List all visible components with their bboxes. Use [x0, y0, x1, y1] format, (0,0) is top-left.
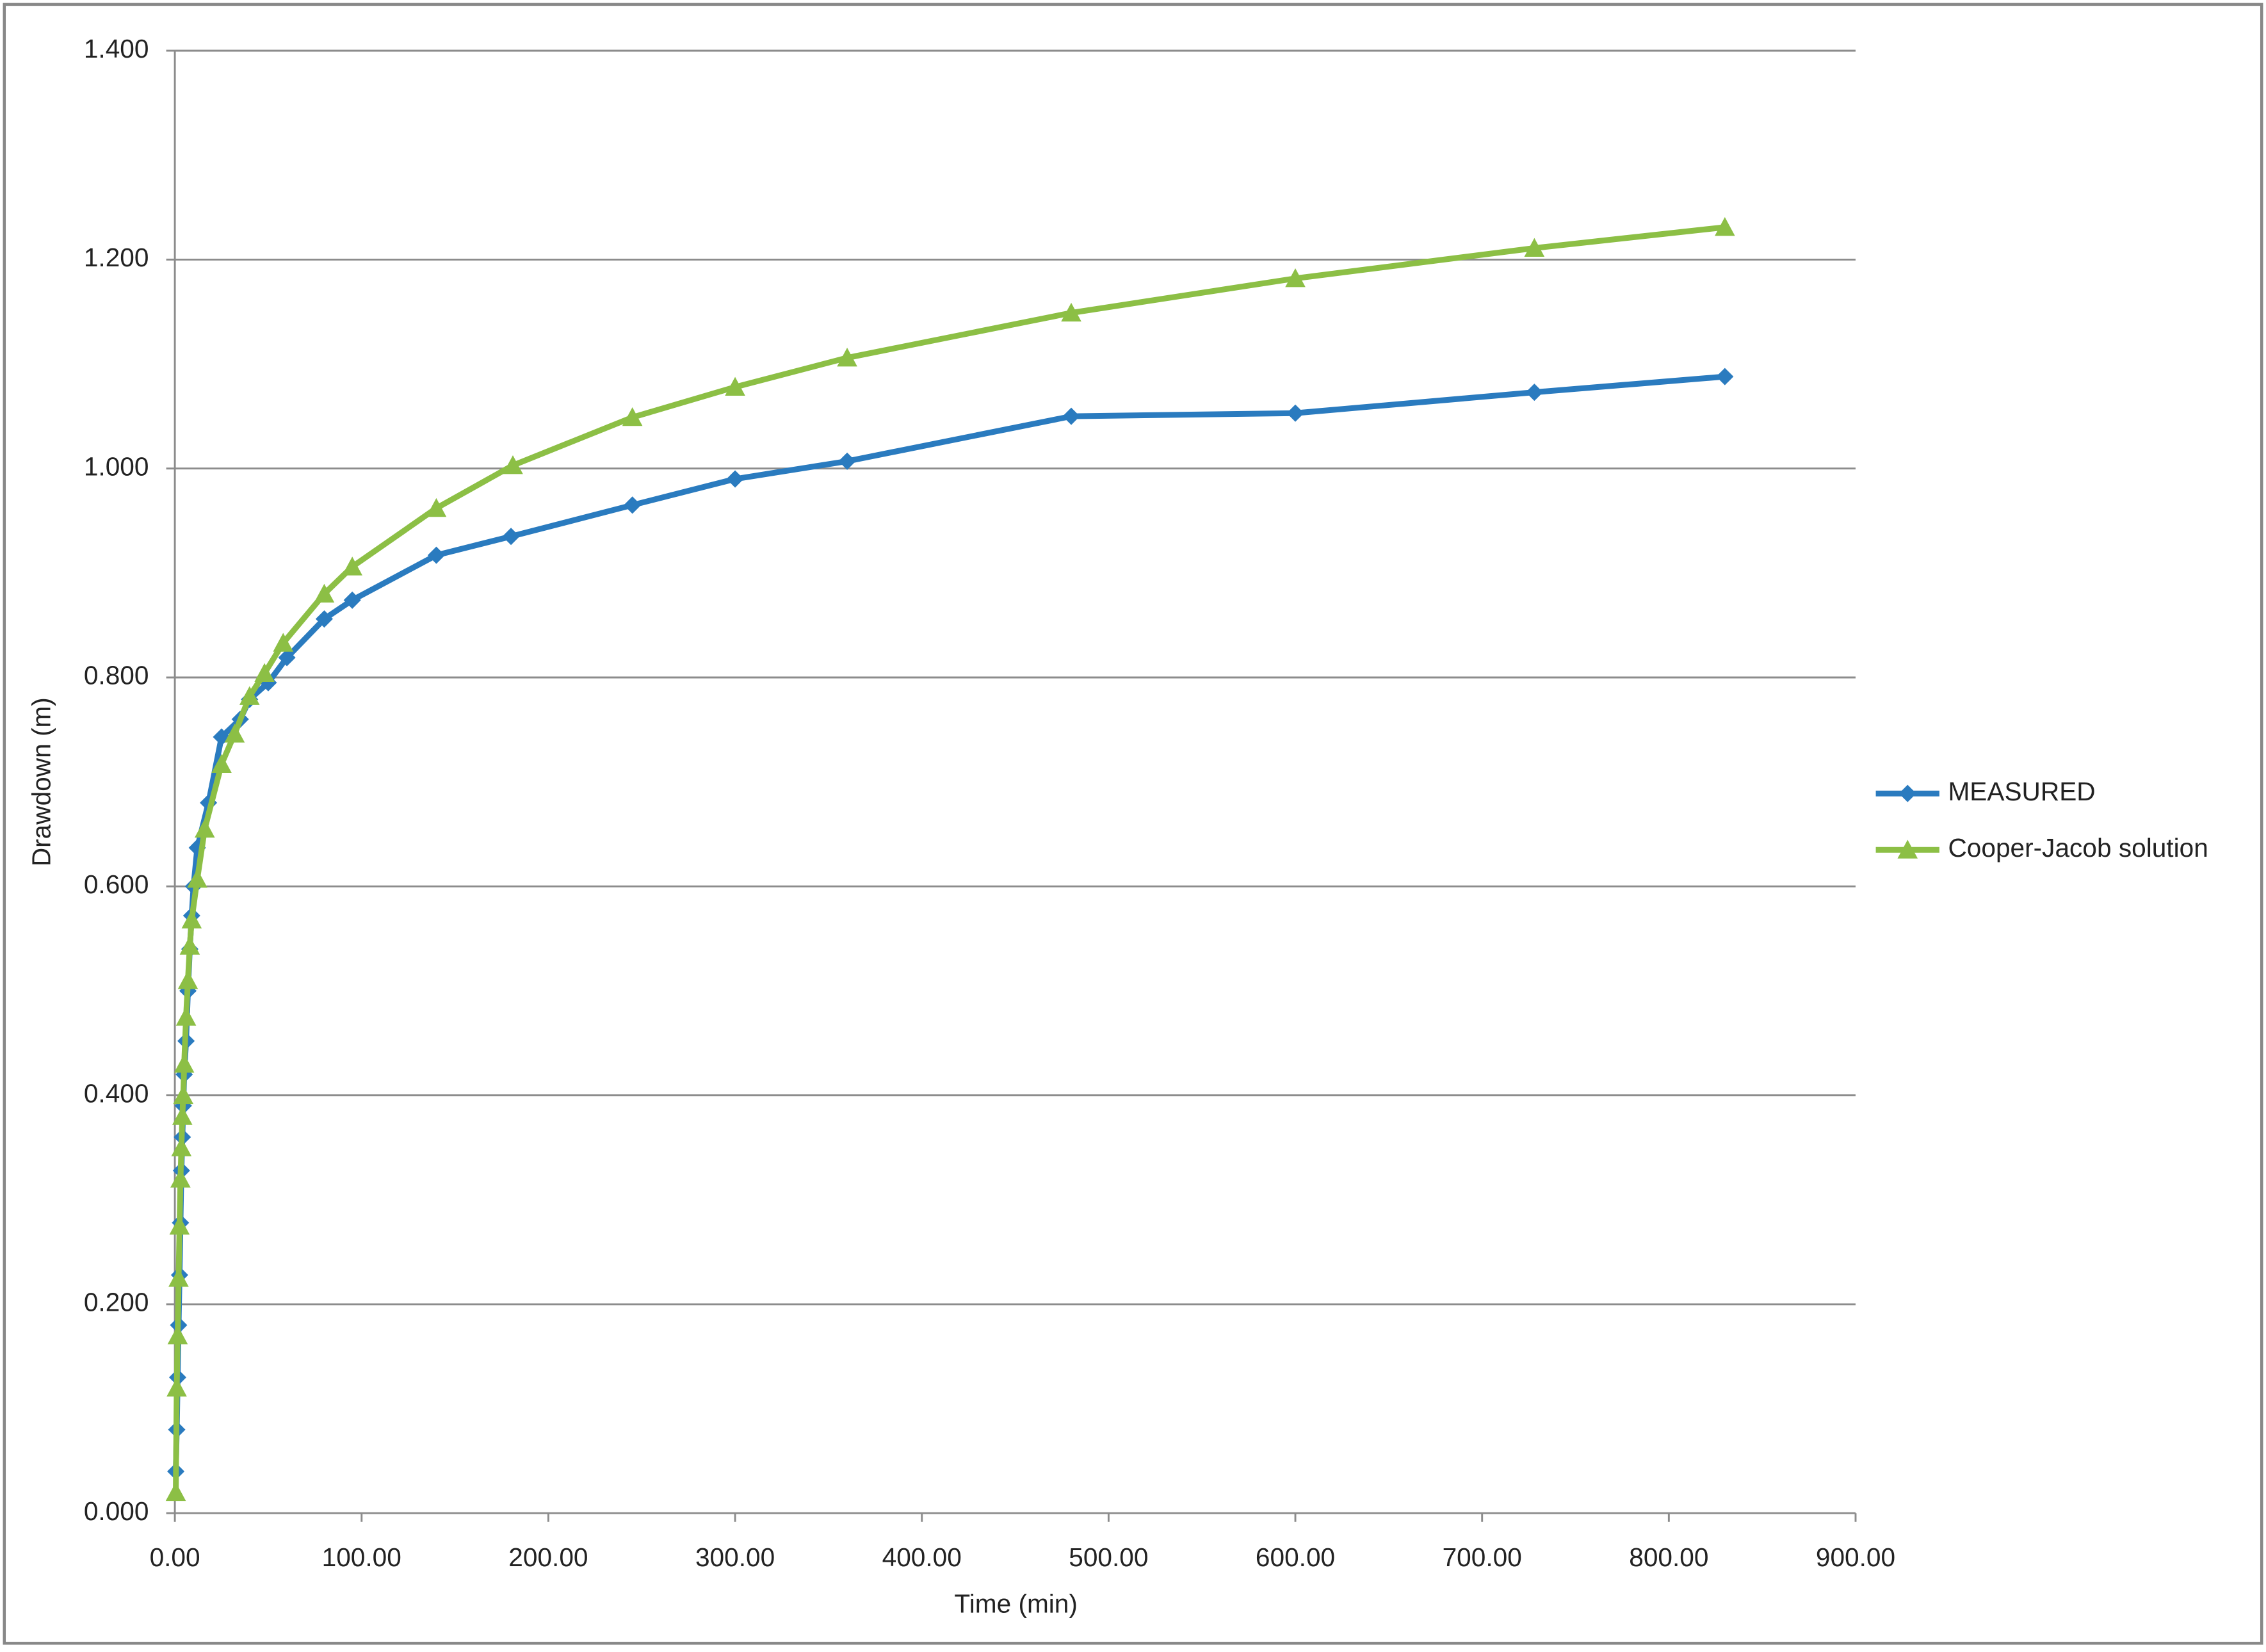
legend-marker — [1897, 839, 1918, 859]
marker — [343, 591, 361, 609]
marker — [273, 633, 294, 652]
legend-label: MEASURED — [1948, 777, 2095, 806]
marker — [1524, 238, 1545, 257]
x-tick-label: 800.00 — [1629, 1543, 1708, 1572]
marker — [1715, 217, 1735, 236]
marker — [239, 686, 260, 705]
marker — [174, 1053, 195, 1073]
marker — [194, 818, 215, 838]
x-tick-label: 100.00 — [322, 1543, 401, 1572]
chart-frame — [3, 3, 2263, 1645]
marker — [171, 1137, 192, 1156]
y-tick-label: 1.400 — [84, 34, 149, 63]
marker — [166, 1377, 187, 1397]
marker — [342, 556, 362, 576]
x-tick-label: 0.00 — [150, 1543, 200, 1572]
y-tick-label: 0.800 — [84, 661, 149, 690]
marker — [224, 724, 245, 743]
x-tick-label: 900.00 — [1816, 1543, 1895, 1572]
marker — [503, 455, 523, 474]
marker — [211, 754, 232, 773]
x-tick-label: 300.00 — [695, 1543, 775, 1572]
legend-label: Cooper-Jacob solution — [1948, 833, 2208, 862]
x-tick-label: 200.00 — [508, 1543, 588, 1572]
marker — [502, 528, 520, 546]
y-tick-label: 0.200 — [84, 1288, 149, 1317]
marker — [175, 1007, 197, 1026]
marker — [187, 869, 207, 888]
marker — [181, 909, 202, 929]
marker — [179, 935, 200, 955]
marker — [177, 970, 198, 989]
marker — [167, 1325, 188, 1345]
marker — [1286, 404, 1304, 422]
y-axis-title: Drawdown (m) — [26, 697, 56, 866]
marker — [427, 546, 445, 564]
y-tick-label: 1.000 — [84, 451, 149, 481]
x-tick-label: 700.00 — [1443, 1543, 1522, 1572]
marker — [165, 1482, 186, 1502]
y-tick-label: 0.600 — [84, 870, 149, 899]
marker — [837, 347, 857, 367]
y-tick-label: 1.200 — [84, 243, 149, 272]
marker — [173, 1085, 194, 1105]
x-tick-label: 500.00 — [1069, 1543, 1148, 1572]
marker — [254, 663, 275, 683]
x-axis-title: Time (min) — [954, 1589, 1077, 1618]
marker — [168, 1268, 189, 1287]
marker — [315, 610, 333, 628]
marker — [725, 377, 745, 396]
y-tick-label: 0.000 — [84, 1496, 149, 1526]
marker — [1285, 268, 1306, 287]
marker — [172, 1106, 193, 1125]
marker — [426, 498, 447, 517]
marker — [624, 496, 642, 514]
marker — [622, 407, 643, 426]
x-tick-label: 400.00 — [882, 1543, 962, 1572]
marker — [314, 583, 335, 603]
y-tick-label: 0.400 — [84, 1078, 149, 1108]
marker — [169, 1215, 190, 1235]
marker — [726, 470, 744, 488]
marker — [1716, 368, 1734, 385]
marker — [170, 1169, 191, 1188]
marker — [1061, 302, 1081, 322]
x-tick-label: 600.00 — [1256, 1543, 1335, 1572]
